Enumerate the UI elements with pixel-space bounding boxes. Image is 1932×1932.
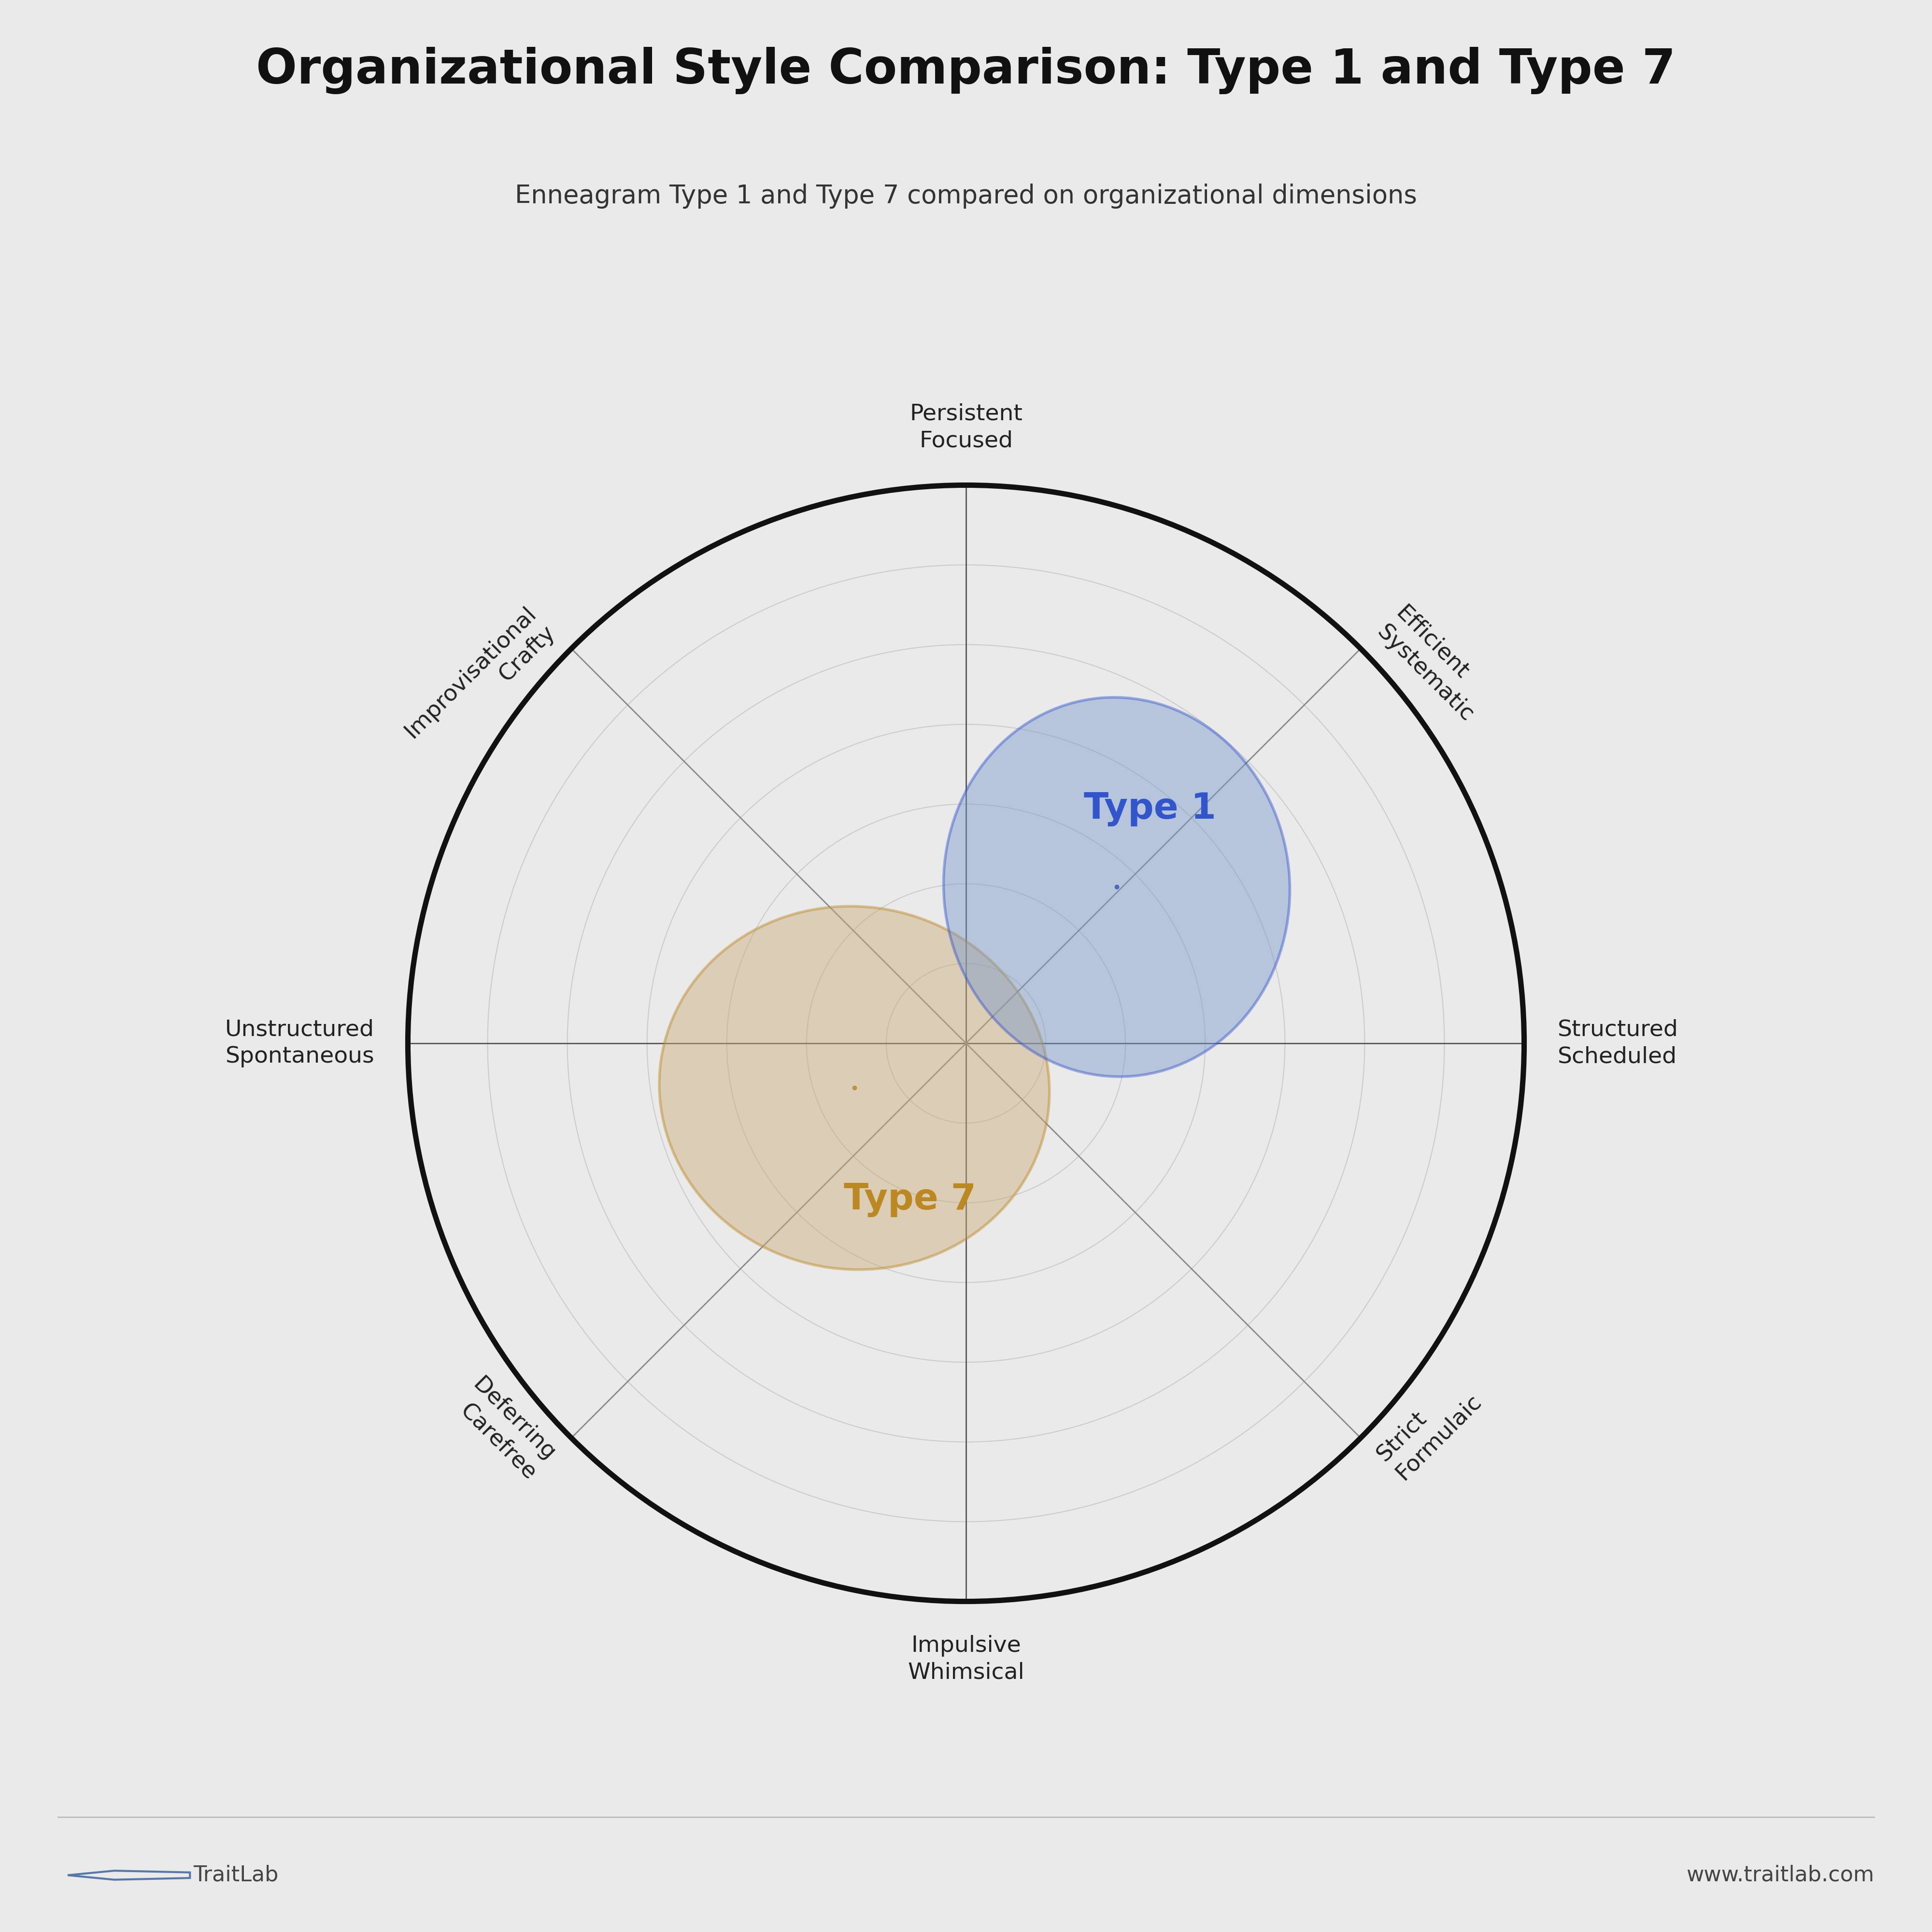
Text: Deferring
Carefree: Deferring Carefree: [450, 1374, 560, 1484]
Text: Persistent
Focused: Persistent Focused: [910, 404, 1022, 452]
Text: Strict
Formulaic: Strict Formulaic: [1372, 1372, 1486, 1484]
Text: Structured
Scheduled: Structured Scheduled: [1557, 1018, 1679, 1068]
Ellipse shape: [943, 697, 1291, 1076]
Ellipse shape: [659, 906, 1049, 1269]
Text: Unstructured
Spontaneous: Unstructured Spontaneous: [226, 1018, 375, 1068]
Text: Organizational Style Comparison: Type 1 and Type 7: Organizational Style Comparison: Type 1 …: [257, 46, 1675, 95]
Text: Enneagram Type 1 and Type 7 compared on organizational dimensions: Enneagram Type 1 and Type 7 compared on …: [516, 184, 1416, 209]
Text: www.traitlab.com: www.traitlab.com: [1687, 1864, 1874, 1886]
Text: Type 1: Type 1: [1084, 792, 1217, 827]
Text: Improvisational
Crafty: Improvisational Crafty: [400, 603, 560, 761]
Text: Impulsive
Whimsical: Impulsive Whimsical: [908, 1634, 1024, 1683]
Text: Efficient
Systematic: Efficient Systematic: [1372, 603, 1497, 726]
Text: Type 7: Type 7: [844, 1182, 976, 1217]
Text: TraitLab: TraitLab: [193, 1864, 278, 1886]
